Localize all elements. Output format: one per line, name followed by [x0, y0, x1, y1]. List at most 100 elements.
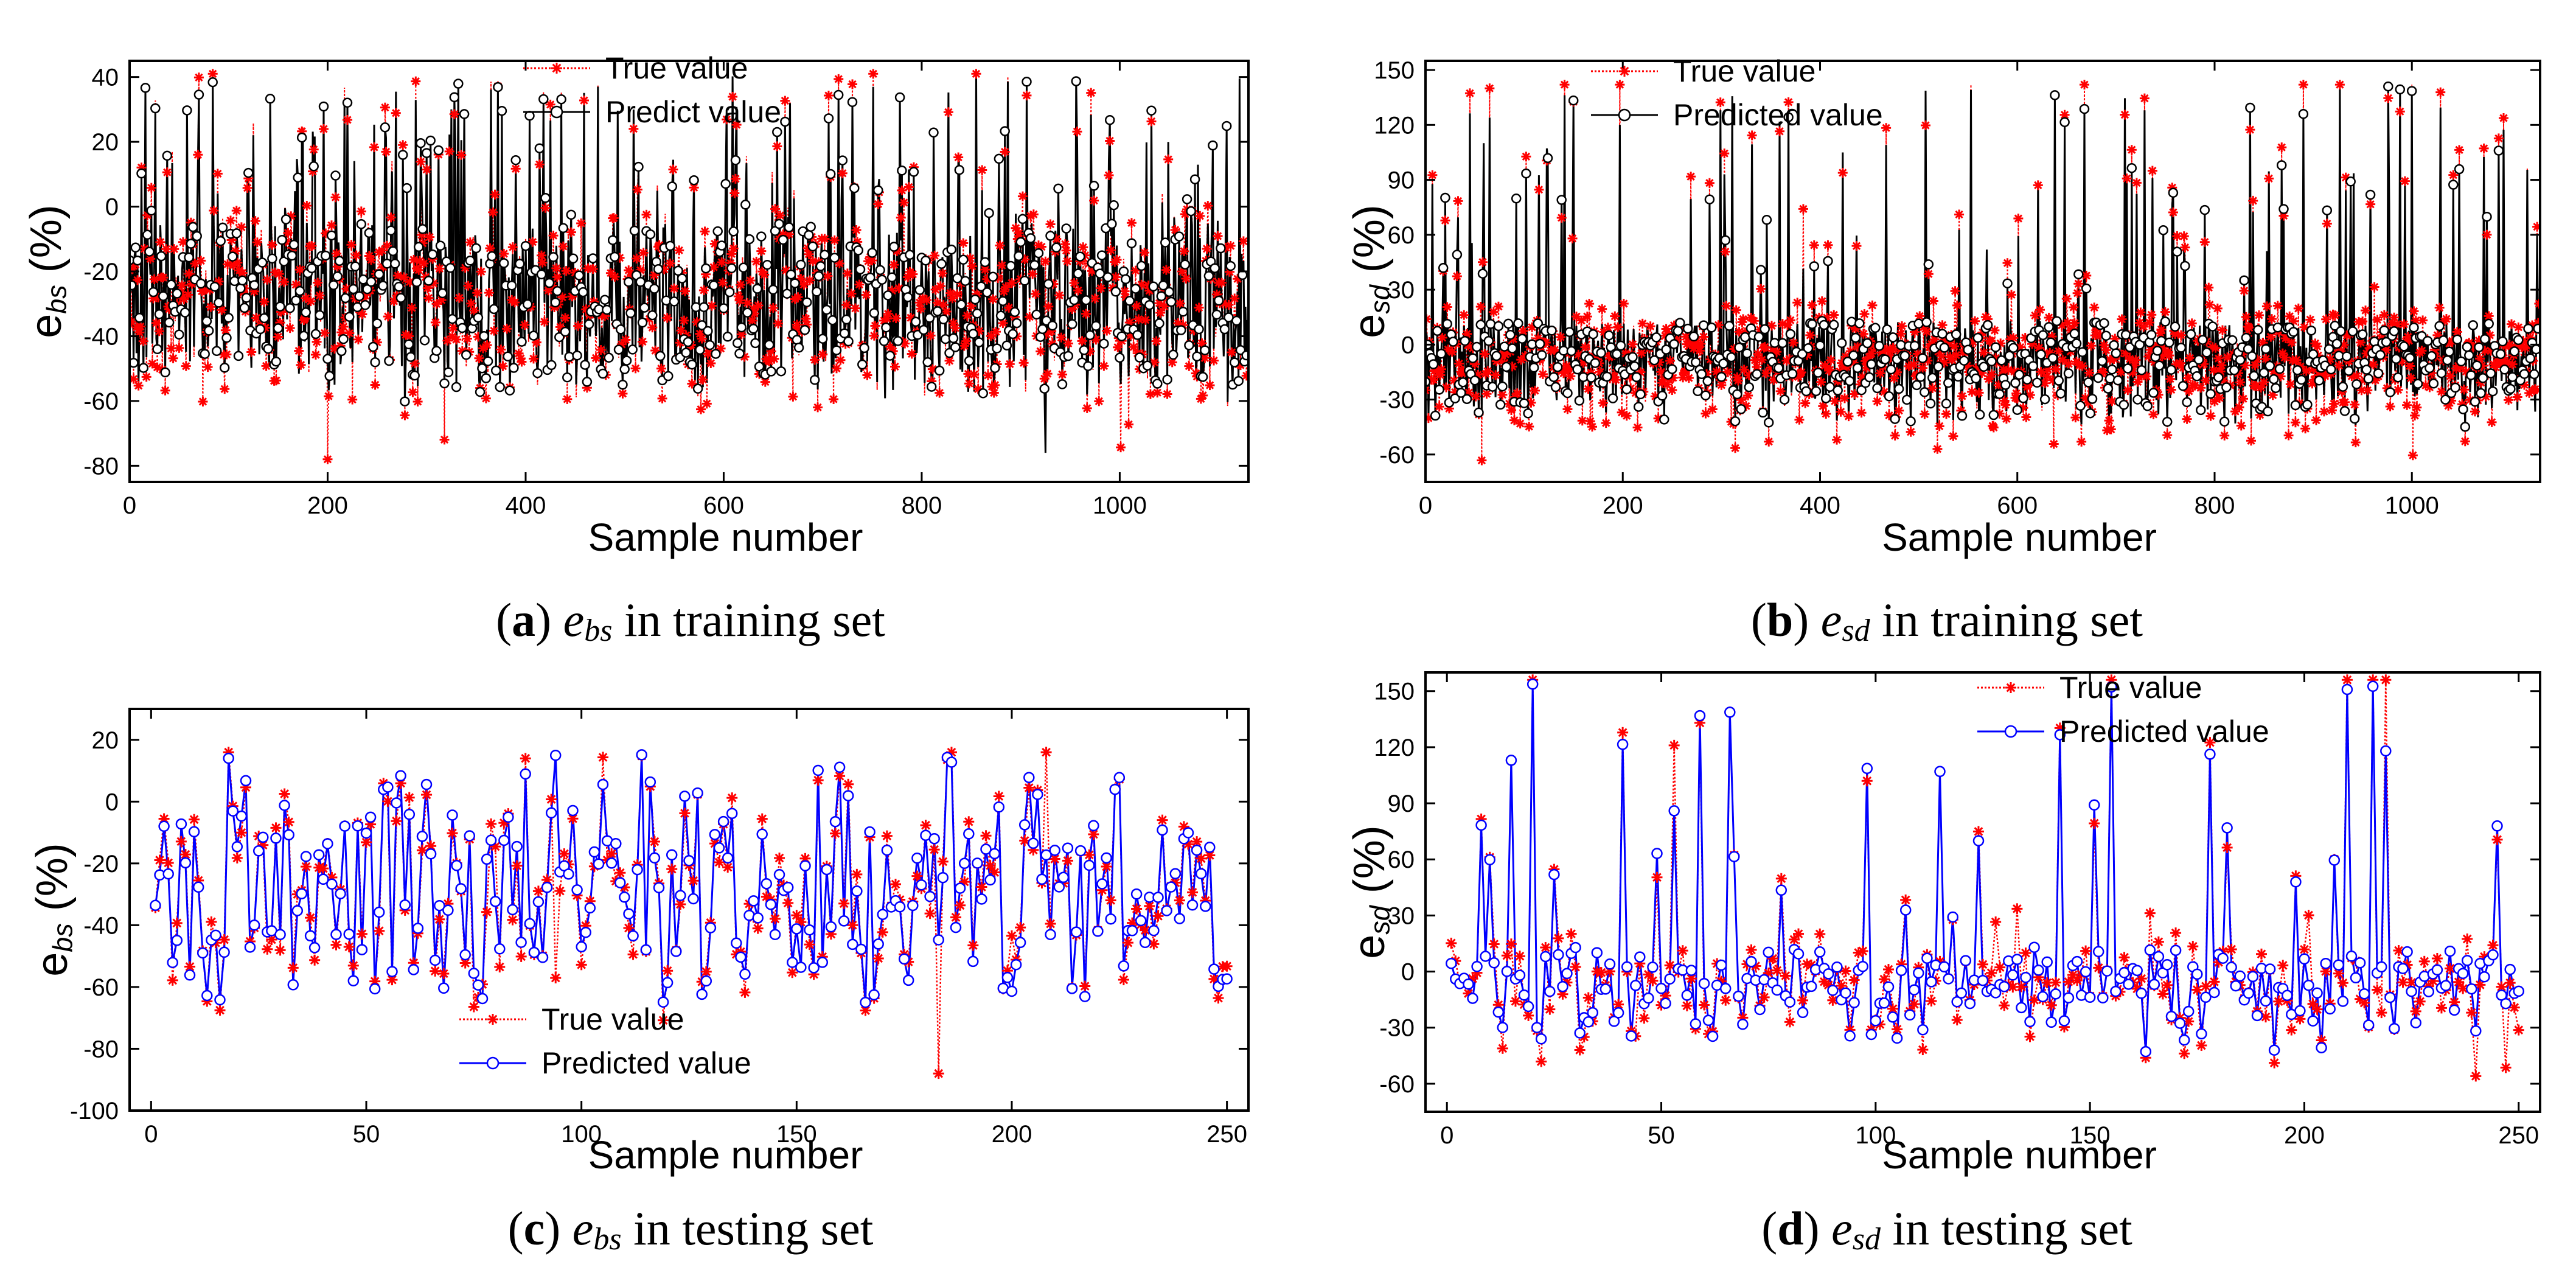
predicted-point: [235, 810, 248, 822]
predicted-point: [2154, 360, 2165, 371]
predicted-point: [944, 347, 955, 358]
predicted-point: [193, 89, 204, 100]
predicted-point: [739, 968, 751, 980]
plot-area: [1426, 80, 2540, 466]
y-tick-label: 150: [1374, 679, 1415, 705]
true-point: [2474, 979, 2486, 991]
predicted-point: [1148, 924, 1160, 937]
predicted-point: [1582, 1016, 1595, 1028]
true-point: [1161, 265, 1171, 275]
true-point: [1001, 282, 1011, 292]
predicted-point: [610, 251, 620, 262]
predicted-point: [1604, 330, 1614, 341]
predicted-point: [479, 330, 489, 341]
predicted-point: [1211, 309, 1222, 320]
predicted-point: [2373, 368, 2384, 379]
predicted-point: [992, 343, 1002, 354]
predicted-point: [416, 138, 426, 148]
true-point: [2457, 983, 2469, 994]
true-point: [829, 828, 841, 839]
predicted-point: [2308, 349, 2319, 360]
true-point: [1807, 300, 1817, 310]
predicted-point: [2380, 745, 2392, 757]
true-point: [2238, 394, 2249, 404]
predicted-point: [304, 930, 316, 942]
predicted-point: [1823, 968, 1834, 980]
true-point: [439, 434, 450, 445]
true-point: [301, 293, 311, 303]
predicted-point: [2196, 405, 2206, 416]
predicted-point: [1921, 952, 1933, 964]
true-point: [890, 879, 902, 890]
predicted-point: [517, 337, 527, 347]
predicted-point: [1039, 383, 1050, 394]
true-point: [576, 218, 587, 229]
true-point: [722, 114, 732, 125]
predicted-point: [1763, 417, 1774, 428]
predicted-point: [464, 830, 476, 842]
predicted-point: [1091, 321, 1101, 331]
true-point: [698, 285, 709, 295]
true-point: [1081, 309, 1091, 319]
predicted-point: [772, 127, 782, 138]
true-point: [403, 792, 415, 803]
true-point: [1598, 398, 1608, 408]
true-point: [2199, 237, 2210, 247]
predicted-point: [2431, 964, 2443, 976]
true-point: [2215, 393, 2225, 403]
predicted-point: [255, 324, 266, 335]
predicted-point: [1574, 396, 1585, 406]
predicted-point: [683, 855, 695, 867]
true-point: [1932, 444, 1943, 454]
predicted-point: [425, 135, 436, 146]
true-point: [2341, 674, 2353, 686]
predicted-point: [2052, 316, 2062, 326]
predicted-point: [2063, 992, 2075, 1003]
true-point: [181, 361, 191, 371]
predicted-point: [1870, 1015, 1882, 1027]
true-point: [773, 318, 783, 329]
true-point: [2069, 318, 2080, 328]
predicted-point: [1523, 408, 1533, 419]
true-point: [1477, 455, 1487, 466]
predicted-point: [839, 328, 850, 338]
predicted-point: [825, 169, 836, 180]
predicted-point: [291, 905, 304, 916]
predicted-point: [2196, 1028, 2207, 1040]
predicted-point: [1694, 710, 1706, 722]
predicted-point: [928, 832, 940, 845]
predicted-point: [1814, 946, 1826, 958]
predicted-point: [2376, 961, 2387, 973]
true-point: [1743, 390, 1753, 400]
predicted-point: [2234, 970, 2246, 982]
predicted-point: [2207, 321, 2218, 332]
true-point: [425, 840, 437, 852]
predicted-point: [976, 281, 986, 291]
true-point: [2406, 373, 2416, 383]
predicted-point: [1231, 315, 1242, 326]
true-point: [813, 402, 823, 413]
predicted-point: [201, 316, 212, 327]
predicted-point: [681, 347, 691, 358]
true-point: [2301, 366, 2311, 376]
predicted-point: [1014, 251, 1024, 262]
predicted-point: [894, 901, 906, 913]
predicted-point: [1899, 904, 1912, 916]
predicted-point: [2014, 369, 2025, 380]
predicted-point: [1071, 76, 1082, 86]
predicted-point: [696, 988, 708, 1000]
true-point: [1993, 380, 2003, 390]
predicted-point: [2264, 963, 2276, 975]
true-point: [2493, 133, 2504, 144]
predicted-point: [339, 820, 350, 832]
predicted-point: [673, 265, 683, 276]
true-point: [198, 396, 208, 406]
predicted-point: [1491, 351, 1502, 361]
x-tick-label: 250: [1206, 1121, 1247, 1148]
predicted-point: [687, 359, 697, 370]
predicted-point: [554, 332, 565, 343]
true-point: [851, 225, 862, 236]
predicted-point: [402, 183, 412, 194]
predicted-point: [524, 918, 536, 930]
predicted-point: [847, 97, 858, 107]
